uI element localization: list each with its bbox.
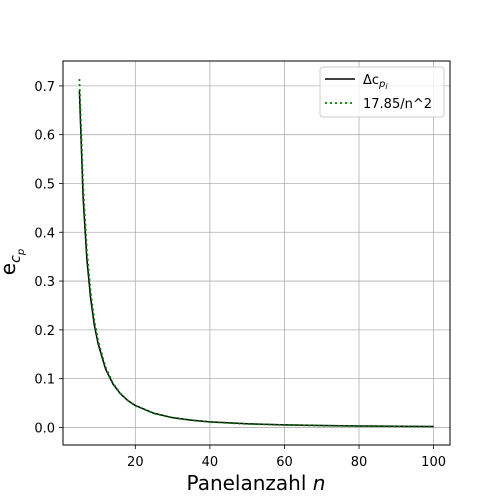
svg-text:ecp: ecp — [0, 249, 27, 275]
y-axis-title: ecp — [0, 249, 27, 275]
y-tick-label: 0.5 — [34, 177, 55, 192]
x-tick-label: 80 — [351, 455, 368, 470]
axis-ticks: 20 40 60 80 100 0.0 0.1 0.2 0.3 0.4 0.5 0.6 0.7 — [34, 80, 446, 470]
y-tick-label: 0.6 — [34, 129, 55, 144]
y-tick-label: 0.3 — [34, 275, 55, 290]
x-tick-label: 100 — [421, 455, 446, 470]
series-line-2 — [78, 79, 434, 428]
y-tick-label: 0.1 — [34, 373, 55, 388]
x-tick-label: 20 — [127, 455, 144, 470]
x-tick-label: 40 — [202, 455, 219, 470]
legend-label-series-1: Δcpi — [363, 73, 388, 91]
legend: Δcpi 17.85/n^2 — [319, 66, 445, 118]
y-tick-label: 0.4 — [34, 226, 55, 241]
y-tick-label: 0.0 — [34, 421, 55, 436]
y-tick-label: 0.2 — [34, 324, 55, 339]
x-tick-label: 60 — [276, 455, 293, 470]
x-axis-title: Panelanzahl n — [187, 471, 326, 495]
grid-lines — [63, 61, 450, 445]
plot-area-frame — [62, 60, 451, 446]
legend-label-series-2: 17.85/n^2 — [363, 97, 432, 112]
y-tick-label: 0.7 — [34, 80, 55, 95]
series-line-1 — [78, 90, 434, 428]
series-layer — [78, 79, 434, 428]
